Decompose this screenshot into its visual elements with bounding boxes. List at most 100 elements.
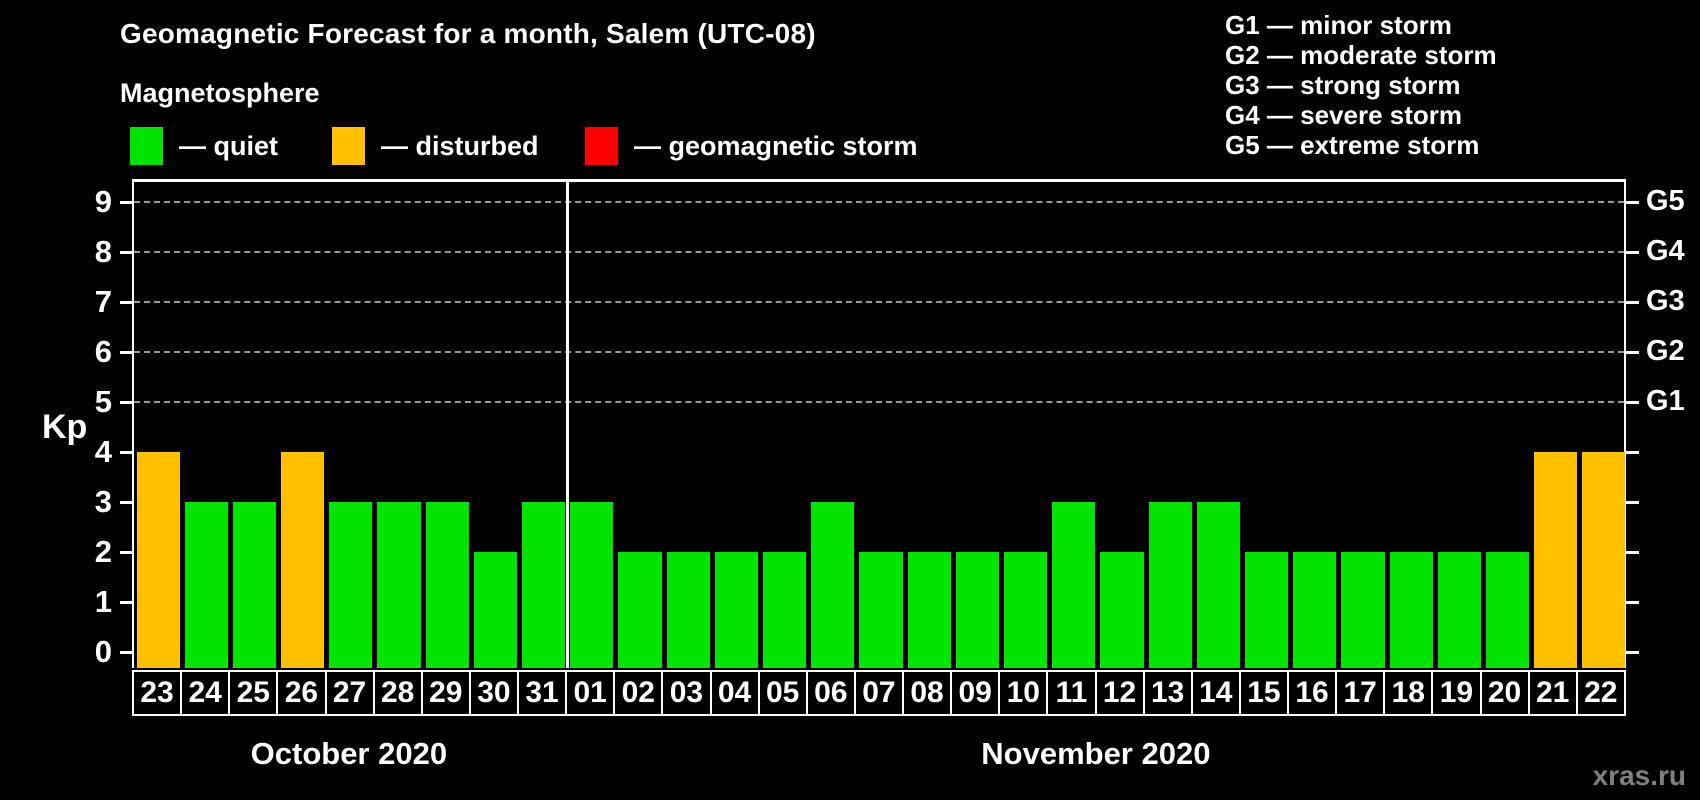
day-cell-05: 05 xyxy=(757,670,808,716)
y-tick-right-5 xyxy=(1626,401,1639,404)
day-cell-07: 07 xyxy=(853,670,904,716)
g-scale-axis-label-g4: G4 xyxy=(1646,235,1685,267)
legend-swatch-quiet xyxy=(130,127,163,165)
g-scale-legend: G1 — minor storm G2 — moderate storm G3 — … xyxy=(1225,10,1497,160)
day-cell-04: 04 xyxy=(709,670,760,716)
kp-bar-day-12 xyxy=(1100,552,1144,668)
kp-bar-day-19 xyxy=(1437,552,1481,668)
y-tick-label-1: 1 xyxy=(94,584,112,619)
g-scale-axis-label-g3: G3 xyxy=(1646,285,1685,317)
kp-bar-day-03 xyxy=(666,552,710,668)
y-tick-right-0 xyxy=(1626,651,1639,654)
legend-item-disturbed: — disturbed xyxy=(332,127,539,165)
day-cell-14: 14 xyxy=(1190,670,1241,716)
month-separator xyxy=(566,182,570,668)
watermark: xras.ru xyxy=(1592,760,1686,791)
legend-item-storm: — geomagnetic storm xyxy=(585,127,918,165)
y-tick-right-9 xyxy=(1626,201,1639,204)
y-tick-label-6: 6 xyxy=(94,334,112,369)
legend-label-storm: — geomagnetic storm xyxy=(634,130,918,161)
y-tick-label-7: 7 xyxy=(94,284,112,319)
legend-item-quiet: — quiet xyxy=(130,127,278,165)
g-scale-axis-label-g1: G1 xyxy=(1646,385,1685,417)
y-tick-left-5 xyxy=(120,401,132,404)
y-tick-left-7 xyxy=(120,301,132,304)
gridline-kp6 xyxy=(134,351,1624,353)
chart-subtitle: Magnetosphere xyxy=(120,78,320,108)
y-tick-label-4: 4 xyxy=(94,434,112,469)
day-cell-03: 03 xyxy=(661,670,712,716)
legend-swatch-storm xyxy=(585,127,618,165)
day-cell-17: 17 xyxy=(1335,670,1386,716)
day-cell-12: 12 xyxy=(1094,670,1145,716)
day-cell-21: 21 xyxy=(1527,670,1578,716)
day-cell-06: 06 xyxy=(805,670,856,716)
y-tick-right-8 xyxy=(1626,251,1639,254)
kp-bar-day-20 xyxy=(1485,552,1530,668)
kp-bar-day-05 xyxy=(763,552,807,668)
kp-bar-day-26 xyxy=(281,452,325,668)
gridline-kp8 xyxy=(134,251,1624,253)
y-tick-right-6 xyxy=(1626,351,1639,354)
day-cell-22: 22 xyxy=(1575,670,1626,716)
kp-bar-day-07 xyxy=(859,552,903,668)
day-cell-31: 31 xyxy=(517,670,568,716)
y-tick-label-9: 9 xyxy=(94,184,112,219)
kp-bar-day-14 xyxy=(1196,502,1240,668)
g-scale-axis-label-g5: G5 xyxy=(1646,185,1685,217)
day-cell-26: 26 xyxy=(276,670,327,716)
day-cell-11: 11 xyxy=(1046,670,1097,716)
g-scale-legend-item-g4: G4 — severe storm xyxy=(1225,100,1463,130)
kp-bar-day-10 xyxy=(1003,552,1048,668)
day-cell-13: 13 xyxy=(1142,670,1193,716)
day-cell-09: 09 xyxy=(950,670,1001,716)
g-scale-legend-item-g5: G5 — extreme storm xyxy=(1225,130,1480,160)
kp-bar-day-25 xyxy=(232,502,277,668)
day-cell-28: 28 xyxy=(372,670,423,716)
kp-bar-day-29 xyxy=(425,502,469,668)
day-cell-30: 30 xyxy=(468,670,519,716)
kp-bar-day-22 xyxy=(1582,452,1626,668)
kp-bar-day-17 xyxy=(1341,552,1385,668)
kp-bar-day-28 xyxy=(377,502,421,668)
kp-bar-day-24 xyxy=(184,502,228,668)
y-tick-left-2 xyxy=(120,551,132,554)
kp-bar-day-23 xyxy=(136,452,180,668)
kp-bar-day-09 xyxy=(955,552,999,668)
kp-bar-day-06 xyxy=(811,502,855,668)
kp-bar-day-02 xyxy=(618,552,662,668)
y-tick-left-9 xyxy=(120,201,132,204)
kp-bar-day-08 xyxy=(907,552,951,668)
day-cell-23: 23 xyxy=(132,670,183,716)
legend-label-quiet: — quiet xyxy=(179,130,278,161)
kp-bar-day-11 xyxy=(1052,502,1096,668)
day-cell-08: 08 xyxy=(902,670,953,716)
gridline-kp5 xyxy=(134,401,1624,403)
y-tick-left-3 xyxy=(120,501,132,504)
chart-title: Geomagnetic Forecast for a month, Salem … xyxy=(120,18,816,49)
y-tick-left-0 xyxy=(120,651,132,654)
y-tick-label-3: 3 xyxy=(94,484,112,519)
kp-bar-day-21 xyxy=(1534,452,1578,668)
day-cell-27: 27 xyxy=(324,670,375,716)
day-cell-01: 01 xyxy=(565,670,616,716)
g-scale-axis-label-g2: G2 xyxy=(1646,335,1685,367)
g-scale-legend-item-g1: G1 — minor storm xyxy=(1225,10,1452,40)
gridline-kp9 xyxy=(134,201,1624,203)
day-cell-15: 15 xyxy=(1238,670,1289,716)
x-axis-day-row: 23 24 25 26 27 28 29 30 31 01 02 03 04 05 06 07 08 09 10 11… xyxy=(132,670,1626,716)
y-tick-right-7 xyxy=(1626,301,1639,304)
kp-bar-day-01 xyxy=(570,502,614,668)
y-tick-label-0: 0 xyxy=(94,634,112,669)
day-cell-29: 29 xyxy=(420,670,471,716)
legend-swatch-disturbed xyxy=(332,127,365,165)
kp-bar-day-16 xyxy=(1293,552,1337,668)
day-cell-24: 24 xyxy=(180,670,231,716)
y-tick-left-8 xyxy=(120,251,132,254)
plot-area xyxy=(132,179,1626,668)
y-tick-right-2 xyxy=(1626,551,1639,554)
day-cell-20: 20 xyxy=(1479,670,1530,716)
y-tick-label-5: 5 xyxy=(94,384,112,419)
legend-label-disturbed: — disturbed xyxy=(381,130,539,161)
